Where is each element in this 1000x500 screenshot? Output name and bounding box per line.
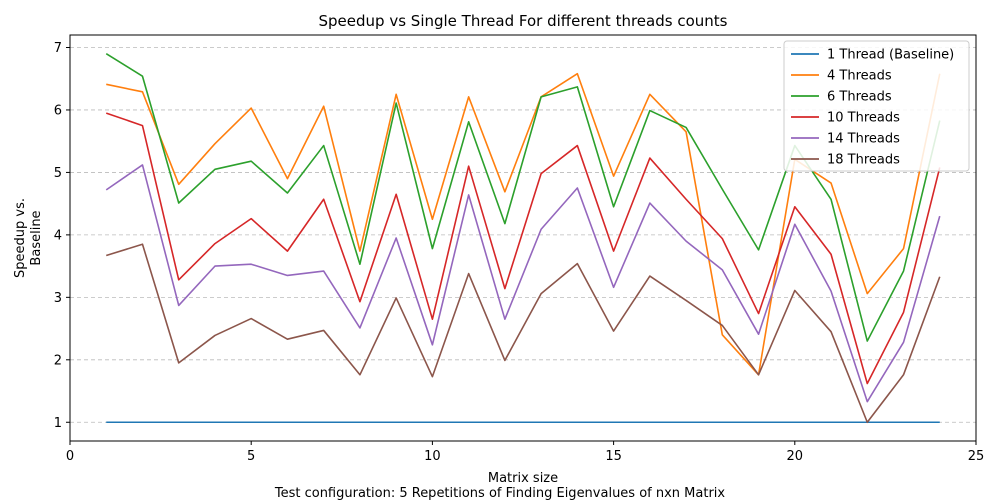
x-tick-label: 15: [605, 449, 622, 464]
x-tick-label: 0: [66, 449, 74, 464]
y-axis-label-line-2: Baseline: [29, 210, 44, 265]
y-tick-label: 2: [54, 353, 62, 368]
chart-title: Speedup vs Single Thread For different t…: [319, 12, 728, 30]
legend-label: 4 Threads: [827, 69, 892, 84]
legend-box: [783, 40, 970, 172]
plot-frame: [69, 34, 977, 442]
y-axis-ticks: 1 2 3 4 5 6 7: [54, 41, 70, 431]
series-line-5: [106, 243, 941, 424]
y-tick-label: 6: [54, 103, 62, 118]
y-axis-label: Speedup vs. Baseline: [13, 198, 44, 278]
legend-label: 1 Thread (Baseline): [827, 48, 954, 63]
x-axis-ticks: 0 5 10 15 20 25: [66, 441, 984, 464]
x-tick-label: 10: [424, 449, 441, 464]
y-tick-label: 3: [54, 291, 62, 306]
y-axis-label-line-1: Speedup vs.: [13, 198, 28, 278]
y-tick-label: 5: [54, 166, 62, 181]
legend-label: 10 Threads: [827, 111, 900, 126]
legend-label: 18 Threads: [827, 153, 900, 168]
series-lines: [105, 53, 941, 424]
footer-note: Test configuration: 5 Repetitions of Fin…: [274, 486, 726, 500]
x-axis-label: Matrix size: [488, 471, 558, 486]
series-line-3: [105, 112, 941, 385]
x-tick-label: 20: [787, 449, 804, 464]
x-tick-label: 5: [247, 449, 255, 464]
legend-label: 6 Threads: [827, 90, 892, 105]
y-tick-label: 7: [54, 41, 62, 56]
legend-label: 14 Threads: [827, 132, 900, 147]
y-tick-label: 4: [54, 228, 62, 243]
y-tick-label: 1: [54, 416, 62, 431]
x-tick-label: 25: [968, 449, 985, 464]
legend: 1 Thread (Baseline) 4 Threads 6 Threads 10 …: [783, 40, 970, 172]
series-line-4: [105, 164, 941, 403]
